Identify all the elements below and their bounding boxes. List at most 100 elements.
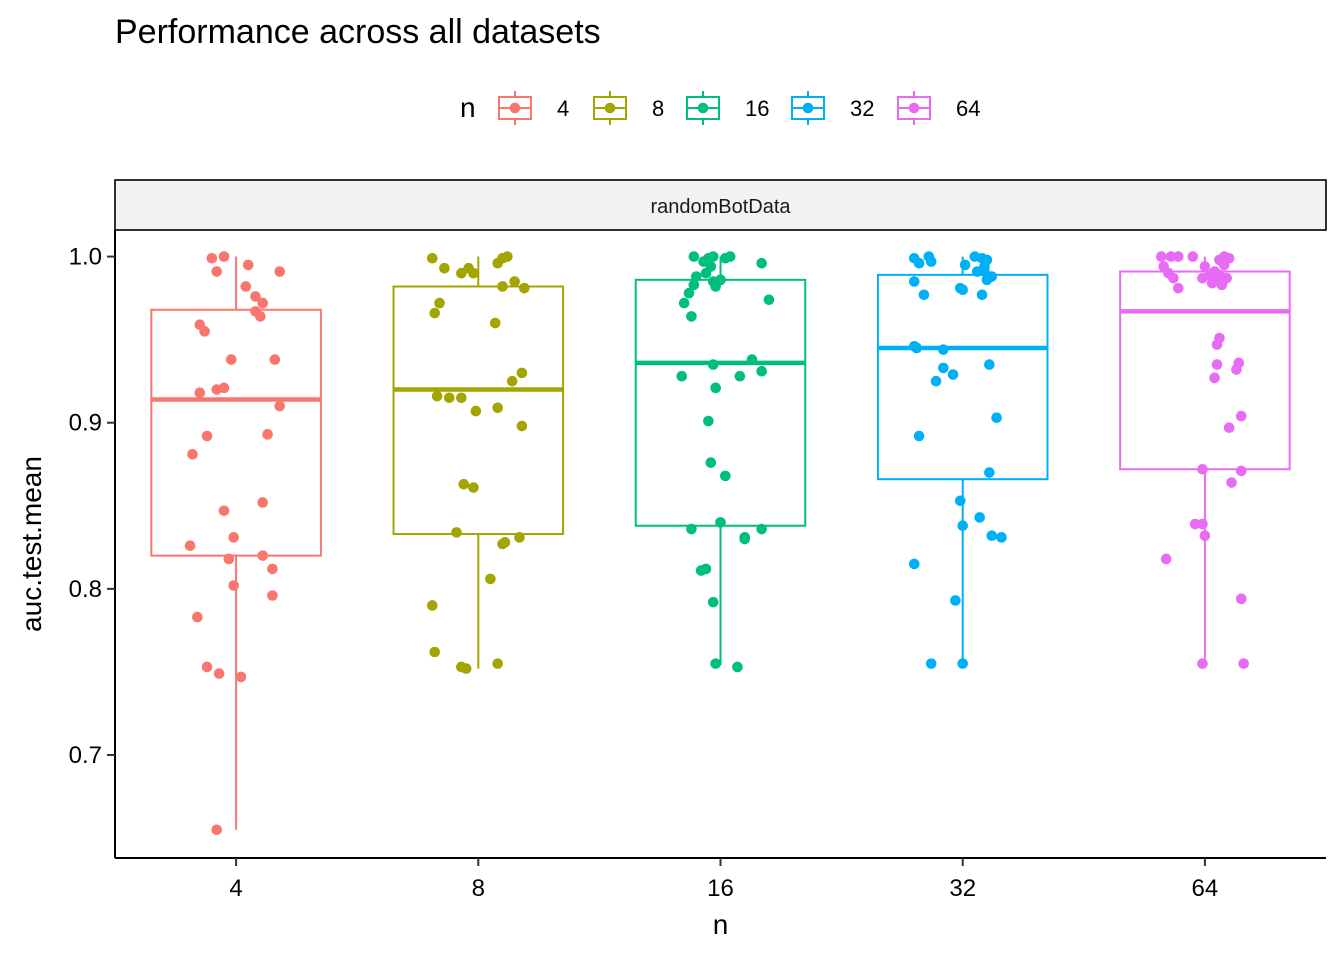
data-point [489,317,501,329]
data-point [201,661,213,673]
facet-strip-label: randomBotData [650,196,791,218]
data-point [426,600,438,611]
x-axis-title: n [713,909,729,940]
data-point [223,553,235,565]
data-point [925,256,937,267]
data-point [707,596,719,608]
data-point [710,281,721,292]
y-tick-label: 0.8 [69,576,102,603]
box-group-64 [1119,251,1291,669]
legend-key-16: 16 [686,91,769,125]
y-tick-label: 0.7 [69,742,102,769]
data-point [688,251,700,262]
data-point [938,362,949,374]
x-tick-label: 8 [472,875,485,902]
data-point [470,405,482,417]
data-point [468,267,479,279]
data-point [695,565,707,576]
x-tick-label: 64 [1192,875,1219,902]
data-point [267,590,278,601]
data-point [947,369,959,380]
data-point [1226,477,1237,488]
data-point [991,412,1002,424]
data-point [429,307,441,319]
y-tick-label: 0.9 [69,410,102,437]
data-point [1235,410,1247,422]
data-point [756,523,767,535]
data-point [930,375,942,387]
data-point [996,532,1007,543]
data-point [497,281,508,292]
data-point [458,478,470,490]
data-point [506,375,518,387]
data-point [1187,251,1199,262]
data-point [715,517,726,528]
data-point [938,344,949,355]
data-point [1231,364,1242,375]
plot-area [150,251,1291,836]
legend-key-point [509,102,521,114]
iqr-box [150,308,322,557]
y-axis: 0.7 0.8 0.9 1.0 [69,244,115,769]
data-point [683,287,695,299]
data-point [206,252,218,264]
data-point [1223,422,1235,434]
data-point [1238,658,1249,669]
data-point [426,252,438,264]
data-point [705,457,717,468]
legend-label: 16 [745,96,769,121]
data-point [242,259,254,271]
data-point [908,276,920,287]
data-point [908,558,920,570]
data-point [1168,272,1179,284]
data-point [981,274,993,286]
data-point [262,429,273,440]
data-point [686,523,697,535]
data-point [194,387,206,399]
data-point [257,297,269,309]
y-axis-title: auc.test.mean [16,456,47,632]
data-point [519,282,530,294]
data-point [1206,277,1218,289]
data-point [1160,553,1172,565]
data-point [240,281,252,292]
data-point [456,392,467,404]
facet-strip-background [114,179,1327,231]
data-point [460,663,472,674]
data-point [485,573,496,585]
data-point [218,382,230,394]
data-point [192,611,203,623]
data-point [984,467,995,478]
data-point [957,520,968,532]
data-point [516,420,528,432]
data-point [443,392,455,404]
data-point [514,532,525,543]
data-point [925,658,937,669]
data-point [950,595,961,606]
data-point [686,311,697,322]
legend-key-8: 8 [593,91,664,125]
legend-key-point [908,102,920,114]
box-group-8 [392,251,565,674]
iqr-box [634,278,807,527]
data-point [913,257,925,269]
data-point [688,279,700,291]
legend-label: 32 [850,96,874,121]
data-point [703,415,714,427]
data-point [235,671,247,683]
data-point [957,658,968,669]
x-tick-label: 4 [229,875,242,902]
data-point [971,266,983,277]
data-point [213,668,225,679]
legend-title: n [460,92,476,123]
y-tick-label: 1.0 [69,244,102,271]
data-point [1199,261,1211,272]
data-point [1197,272,1208,284]
data-point [225,354,237,365]
data-point [700,267,712,279]
data-point [267,563,278,575]
data-point [1172,251,1184,262]
data-point [707,359,719,370]
data-point [492,402,503,414]
